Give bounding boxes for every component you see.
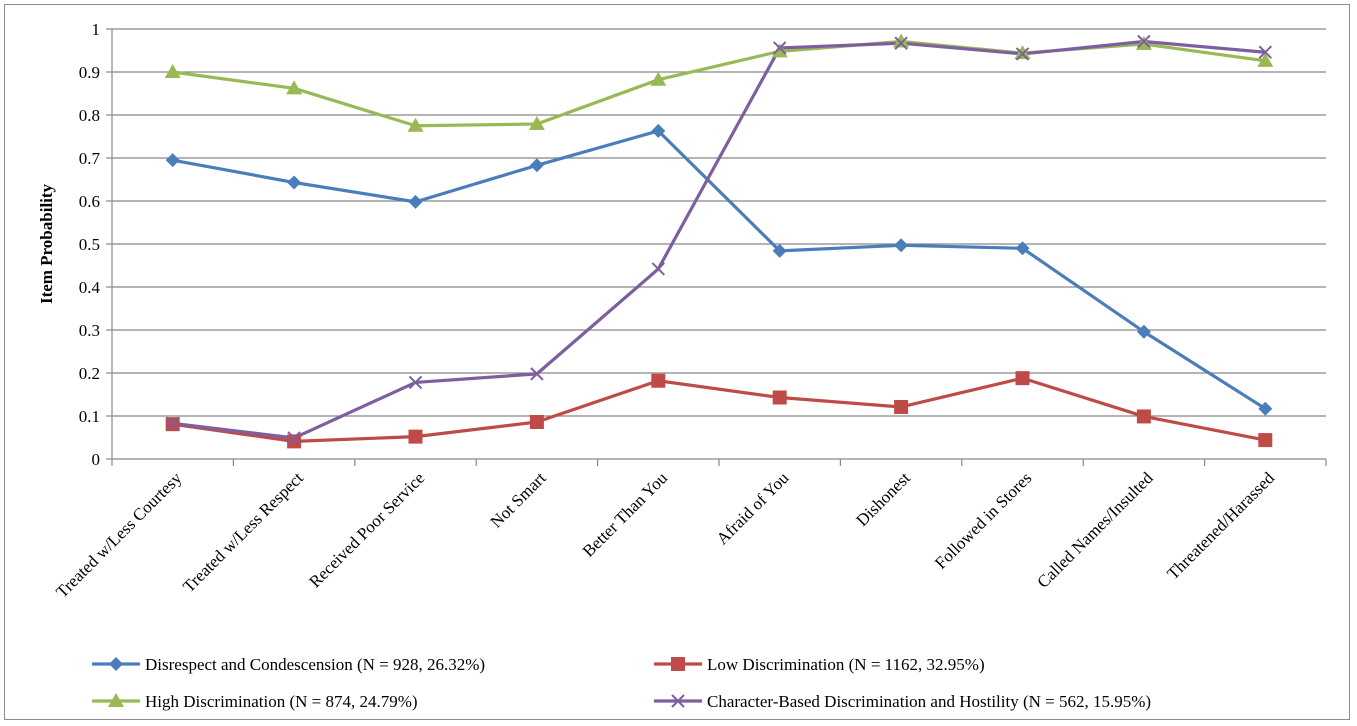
y-tick-label: 0.6 xyxy=(79,192,100,211)
data-point-series-3 xyxy=(164,64,181,78)
data-point-series-2 xyxy=(1015,371,1030,386)
y-tick-label: 0.3 xyxy=(79,321,100,340)
x-category-label: Not Smart xyxy=(487,468,550,531)
x-marker-stroke xyxy=(651,262,666,276)
x-category-label: Threatened/Harassed xyxy=(1163,468,1278,583)
data-point-series-2 xyxy=(529,415,544,430)
series-line-3 xyxy=(172,39,1266,128)
data-point-series-4 xyxy=(530,367,544,381)
data-point-series-4 xyxy=(1137,34,1151,49)
data-point-series-1 xyxy=(1136,324,1151,339)
x-category-label: Treated w/Less Courtesy xyxy=(52,468,186,602)
data-point-series-1 xyxy=(287,175,302,190)
data-point-series-1 xyxy=(408,194,423,209)
data-point-series-1 xyxy=(529,158,544,173)
legend-item-4: Character-Based Discrimination and Hosti… xyxy=(654,692,1151,711)
y-tick-label: 0.9 xyxy=(79,63,100,82)
gridlines xyxy=(112,28,1326,417)
series-markers xyxy=(164,33,1274,449)
data-point-series-3 xyxy=(286,80,303,95)
data-point-series-3 xyxy=(1257,52,1274,67)
axes: 0 0.1 0.2 0.3 0.4 0.5 0.6 0.7 0.8 0.9 1 Treated w/L… xyxy=(52,20,1327,602)
x-marker-stroke xyxy=(165,416,180,431)
legend-marker xyxy=(671,694,685,708)
x-category-label: Dishonest xyxy=(852,468,914,530)
data-point-series-3 xyxy=(771,43,788,58)
data-point-series-2 xyxy=(772,390,787,405)
x-category-label: Better Than You xyxy=(579,468,672,561)
legend-label: High Discrimination (N = 874, 24.79%) xyxy=(145,692,418,711)
data-point-series-1 xyxy=(165,153,180,168)
data-point-series-4 xyxy=(651,262,666,276)
chart-frame xyxy=(4,4,1350,720)
legend-marker xyxy=(109,657,123,671)
y-tick-label: 1 xyxy=(92,20,101,39)
data-point-series-4 xyxy=(1015,47,1030,61)
y-tick-label: 0.5 xyxy=(79,235,100,254)
data-point-series-2 xyxy=(1136,409,1151,424)
y-axis-label: Item Probability xyxy=(37,183,56,304)
legend-marker xyxy=(108,693,124,707)
series-line-2 xyxy=(172,376,1266,443)
legend-marker xyxy=(671,657,685,671)
x-category-label: Treated w/Less Respect xyxy=(179,468,307,596)
data-point-series-1 xyxy=(772,243,787,258)
x-category-label: Called Names/Insulted xyxy=(1033,468,1157,592)
data-point-series-1 xyxy=(1258,401,1273,416)
legend-item-1: Disrespect and Condescension (N = 928, 2… xyxy=(92,655,485,674)
y-tick-label: 0.2 xyxy=(79,364,100,383)
y-tick-label: 0.4 xyxy=(79,278,101,297)
data-point-series-4 xyxy=(772,41,787,55)
data-point-series-3 xyxy=(1014,45,1031,60)
legend-item-2: Low Discrimination (N = 1162, 32.95%) xyxy=(654,655,985,674)
x-marker-stroke xyxy=(772,41,787,55)
y-tick-label: 0.7 xyxy=(79,149,101,168)
x-marker-stroke xyxy=(671,694,685,708)
x-marker-stroke xyxy=(894,36,908,50)
data-point-series-1 xyxy=(651,123,666,138)
x-marker-stroke xyxy=(1137,34,1151,49)
x-category-label: Afraid of You xyxy=(713,468,793,548)
x-marker-stroke xyxy=(408,375,423,390)
legend-label: Disrespect and Condescension (N = 928, 2… xyxy=(145,655,485,674)
data-point-series-3 xyxy=(650,71,667,86)
legend-label: Low Discrimination (N = 1162, 32.95%) xyxy=(707,655,985,674)
data-point-series-2 xyxy=(408,429,423,444)
x-marker-stroke xyxy=(287,431,301,445)
series-line-1 xyxy=(172,129,1267,411)
data-point-series-2 xyxy=(287,434,302,449)
data-point-series-1 xyxy=(1015,241,1030,256)
data-point-series-1 xyxy=(894,238,909,253)
x-category-label: Received Poor Service xyxy=(305,468,428,591)
legend-item-3: High Discrimination (N = 874, 24.79%) xyxy=(92,692,418,711)
x-category-label: Followed in Stores xyxy=(931,468,1035,572)
legend-label: Character-Based Discrimination and Hosti… xyxy=(707,692,1151,711)
y-tick-label: 0 xyxy=(92,450,101,469)
data-point-series-4 xyxy=(165,416,180,431)
x-marker-stroke xyxy=(530,367,544,381)
data-point-series-4 xyxy=(408,375,423,390)
data-point-series-4 xyxy=(287,431,301,445)
x-marker-stroke xyxy=(1015,47,1030,61)
data-point-series-3 xyxy=(893,33,910,48)
data-point-series-2 xyxy=(894,399,909,414)
y-tick-label: 0.1 xyxy=(79,407,100,426)
series-line-4 xyxy=(172,39,1266,440)
data-point-series-3 xyxy=(528,116,545,131)
x-marker-stroke xyxy=(1258,45,1273,59)
data-point-series-4 xyxy=(894,36,908,50)
data-point-series-4 xyxy=(1258,45,1273,59)
legend: Disrespect and Condescension (N = 928, 2… xyxy=(92,655,1151,711)
data-point-series-3 xyxy=(407,117,424,132)
y-tick-label: 0.8 xyxy=(79,106,100,125)
data-point-series-2 xyxy=(651,373,666,388)
series-lines xyxy=(172,39,1267,443)
data-point-series-2 xyxy=(1258,433,1273,448)
